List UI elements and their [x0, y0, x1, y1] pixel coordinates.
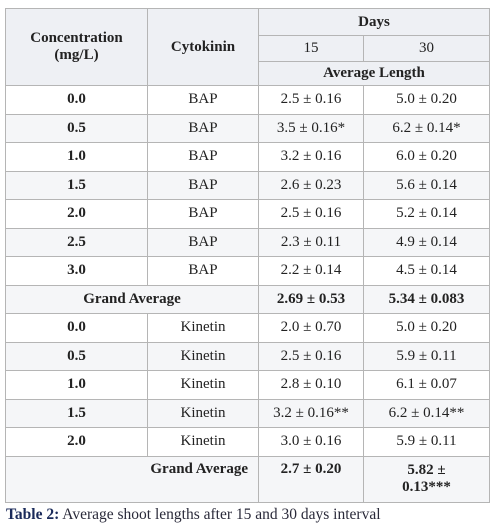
cell: 4.9 ± 0.14	[362, 227, 491, 257]
data-row: 0.0 BAP 2.5 ± 0.16 5.0 ± 0.20	[5, 85, 491, 115]
caption-label: Table 2:	[6, 506, 60, 523]
cell: 1.0	[5, 142, 148, 172]
cell: 5.0 ± 0.20	[362, 313, 491, 343]
cell: 5.9 ± 0.11	[362, 341, 491, 371]
grand-average-label: Grand Average	[5, 455, 259, 503]
grand-average-cell: 5.34 ± 0.083	[362, 284, 491, 314]
cell: 3.0 ± 0.16	[258, 427, 364, 457]
cell: 5.2 ± 0.14	[362, 199, 491, 229]
table-body: Concentration (mg/L) Cytokinin Days 15 3…	[5, 8, 491, 503]
cell: 0.0	[5, 313, 148, 343]
cell: 6.0 ± 0.20	[362, 142, 491, 172]
header-cell: Cytokinin	[147, 8, 259, 86]
cell: 5.0 ± 0.20	[362, 85, 491, 115]
cell: 2.2 ± 0.14	[258, 256, 364, 286]
cell: 2.5 ± 0.16	[258, 199, 364, 229]
cell: Kinetin	[147, 427, 259, 457]
data-row: 3.0 BAP 2.2 ± 0.14 4.5 ± 0.14	[5, 256, 491, 286]
data-row: 0.5 BAP 3.5 ± 0.16* 6.2 ± 0.14*	[5, 113, 491, 143]
cell: 6.1 ± 0.07	[362, 370, 491, 400]
data-row: 0.5 Kinetin 2.5 ± 0.16 5.9 ± 0.11	[5, 341, 491, 371]
cell: 4.5 ± 0.14	[362, 256, 491, 286]
data-row: 1.0 BAP 3.2 ± 0.16 6.0 ± 0.20	[5, 142, 491, 172]
header-row: 15 30	[6, 35, 491, 62]
cell: 5.9 ± 0.11	[362, 427, 491, 457]
grand-average-row: Grand Average 2.69 ± 0.53 5.34 ± 0.083	[5, 284, 491, 314]
cell: 1.5	[5, 398, 148, 428]
grand-average-label: Grand Average	[5, 284, 259, 314]
cell: 1.5	[5, 170, 148, 200]
grand-average-row: Grand Average 2.7 ± 0.20 5.82 ± 0.13***	[5, 455, 491, 503]
cell: 2.0 ± 0.70	[258, 313, 364, 343]
data-row: 1.5 BAP 2.6 ± 0.23 5.6 ± 0.14	[5, 170, 491, 200]
grand-average-cell: 5.82 ± 0.13***	[362, 455, 491, 503]
header-row: Average Length	[6, 61, 491, 86]
caption: Table 2: Average shoot lengths after 15 …	[6, 506, 381, 524]
data-row: 2.0 Kinetin 3.0 ± 0.16 5.9 ± 0.11	[5, 427, 491, 457]
grand-average-cell: 2.69 ± 0.53	[258, 284, 364, 314]
data-row: 1.0 Kinetin 2.8 ± 0.10 6.1 ± 0.07	[5, 370, 491, 400]
results-table: Concentration (mg/L) Cytokinin Days 15 3…	[5, 8, 491, 503]
cell: Kinetin	[147, 370, 259, 400]
header-cell: 15	[258, 35, 364, 62]
header-cell: Average Length	[257, 61, 491, 86]
grand-average-cell: 2.7 ± 0.20	[258, 455, 364, 503]
header-cell: 30	[362, 35, 491, 62]
cell: Kinetin	[147, 341, 259, 371]
cell: 2.0	[5, 427, 148, 457]
cell: 1.0	[5, 370, 148, 400]
cell: 2.3 ± 0.11	[258, 227, 364, 257]
cell: Kinetin	[147, 398, 259, 428]
cell: 3.2 ± 0.16	[258, 142, 364, 172]
cell: Kinetin	[147, 313, 259, 343]
cell: 2.5	[5, 227, 148, 257]
cell: 3.2 ± 0.16**	[258, 398, 364, 428]
cell: 5.6 ± 0.14	[362, 170, 491, 200]
cell: BAP	[147, 113, 259, 143]
cell: 2.5 ± 0.16	[258, 341, 364, 371]
cell: 6.2 ± 0.14*	[362, 113, 491, 143]
cell: 0.5	[5, 113, 148, 143]
data-row: 1.5 Kinetin 3.2 ± 0.16** 6.2 ± 0.14**	[5, 398, 491, 428]
cell: 2.5 ± 0.16	[258, 85, 364, 115]
caption-text: Average shoot lengths after 15 and 30 da…	[62, 506, 381, 523]
cell: BAP	[147, 199, 259, 229]
cell: BAP	[147, 227, 259, 257]
cell: 3.0	[5, 256, 148, 286]
cell: 6.2 ± 0.14**	[362, 398, 491, 428]
header-row: Concentration (mg/L) Cytokinin Days	[5, 8, 491, 86]
header-cell: Days	[257, 8, 491, 36]
cell: 3.5 ± 0.16*	[258, 113, 364, 143]
data-row: 0.0 Kinetin 2.0 ± 0.70 5.0 ± 0.20	[5, 313, 491, 343]
header-cell: Concentration (mg/L)	[5, 8, 148, 86]
cell: 0.0	[5, 85, 148, 115]
cell: 2.6 ± 0.23	[258, 170, 364, 200]
cell: BAP	[147, 142, 259, 172]
cell: BAP	[147, 256, 259, 286]
data-row: 2.0 BAP 2.5 ± 0.16 5.2 ± 0.14	[5, 199, 491, 229]
data-row: 2.5 BAP 2.3 ± 0.11 4.9 ± 0.14	[5, 227, 491, 257]
cell: 2.8 ± 0.10	[258, 370, 364, 400]
cell: BAP	[147, 170, 259, 200]
cell: BAP	[147, 85, 259, 115]
cell: 0.5	[5, 341, 148, 371]
cell: 2.0	[5, 199, 148, 229]
